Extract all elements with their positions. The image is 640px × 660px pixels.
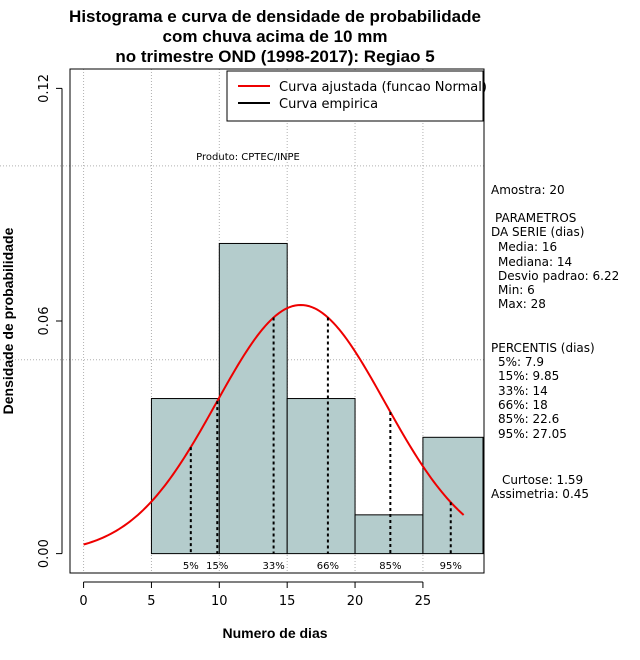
chart-title-line-1: Histograma e curva de densidade de proba… bbox=[69, 7, 481, 26]
x-tick-label: 10 bbox=[211, 594, 228, 609]
histogram-bar bbox=[150, 398, 220, 555]
percentiles-header: PERCENTIS (dias) bbox=[491, 341, 595, 355]
x-axis: 0 5 10 15 20 25 bbox=[79, 581, 432, 609]
x-tick-label: 0 bbox=[79, 594, 87, 609]
legend-label-empirical: Curva empirica bbox=[279, 97, 378, 112]
percentile-labels: 5% 15% 33% 66% 85% 95% bbox=[183, 561, 462, 572]
percentile-lines bbox=[189, 317, 452, 554]
x-tick-label: 25 bbox=[415, 594, 432, 609]
percentile-15: 15%: 9.85 bbox=[498, 369, 559, 383]
chart-title-line-3: no trimestre OND (1998-2017): Regiao 5 bbox=[115, 47, 434, 66]
histogram-bars bbox=[150, 242, 484, 555]
percentile-line-label: 85% bbox=[379, 561, 401, 572]
x-tick-label: 15 bbox=[279, 594, 296, 609]
stat-max: Max: 28 bbox=[498, 297, 546, 311]
chart-title-line-2: com chuva acima de 10 mm bbox=[163, 27, 388, 46]
histogram-bar bbox=[422, 436, 484, 555]
x-tick-label: 5 bbox=[147, 594, 155, 609]
stat-mean: Media: 16 bbox=[498, 240, 557, 254]
y-axis-label: Densidade de probabilidade bbox=[0, 227, 16, 414]
y-axis: 0.00 0.06 0.12 bbox=[37, 74, 63, 568]
percentile-95: 95%: 27.05 bbox=[498, 427, 567, 441]
y-tick-label: 0.12 bbox=[37, 74, 52, 103]
percentile-line-label: 33% bbox=[262, 561, 284, 572]
plot-frame bbox=[69, 68, 485, 574]
legend: Curva ajustada (funcao Normal) Curva emp… bbox=[226, 70, 487, 122]
statistics-panel: Amostra: 20 PARAMETROS DA SERIE (dias) M… bbox=[491, 183, 619, 501]
percentile-85: 85%: 22.6 bbox=[498, 412, 559, 426]
params-subheader: DA SERIE (dias) bbox=[491, 225, 584, 239]
y-tick-label: 0.06 bbox=[37, 307, 52, 336]
stat-median: Mediana: 14 bbox=[498, 255, 572, 269]
product-annotation: Produto: CPTEC/INPE bbox=[196, 152, 300, 163]
percentile-line-label: 5% bbox=[183, 561, 199, 572]
percentile-5: 5%: 7.9 bbox=[498, 355, 544, 369]
legend-label-normal: Curva ajustada (funcao Normal) bbox=[279, 80, 487, 95]
y-tick-label: 0.00 bbox=[37, 539, 52, 568]
stat-min: Min: 6 bbox=[498, 283, 535, 297]
x-axis-label: Numero de dias bbox=[222, 625, 327, 641]
skewness: Assimetria: 0.45 bbox=[491, 487, 589, 501]
normal-curve bbox=[83, 303, 465, 546]
x-tick-label: 20 bbox=[347, 594, 364, 609]
histogram-bar bbox=[354, 514, 424, 555]
kurtosis: Curtose: 1.59 bbox=[502, 473, 583, 487]
params-header: PARAMETROS bbox=[495, 211, 576, 225]
percentile-line-label: 66% bbox=[317, 561, 339, 572]
percentile-66: 66%: 18 bbox=[498, 398, 548, 412]
sample-size: Amostra: 20 bbox=[491, 183, 565, 197]
histogram-bar bbox=[218, 242, 288, 555]
stat-stddev: Desvio padrao: 6.22 bbox=[498, 269, 619, 283]
histogram-bar bbox=[286, 398, 356, 555]
percentile-33: 33%: 14 bbox=[498, 384, 548, 398]
percentile-line-label: 95% bbox=[440, 561, 462, 572]
legend-box bbox=[226, 70, 484, 122]
percentile-line-label: 15% bbox=[206, 561, 228, 572]
